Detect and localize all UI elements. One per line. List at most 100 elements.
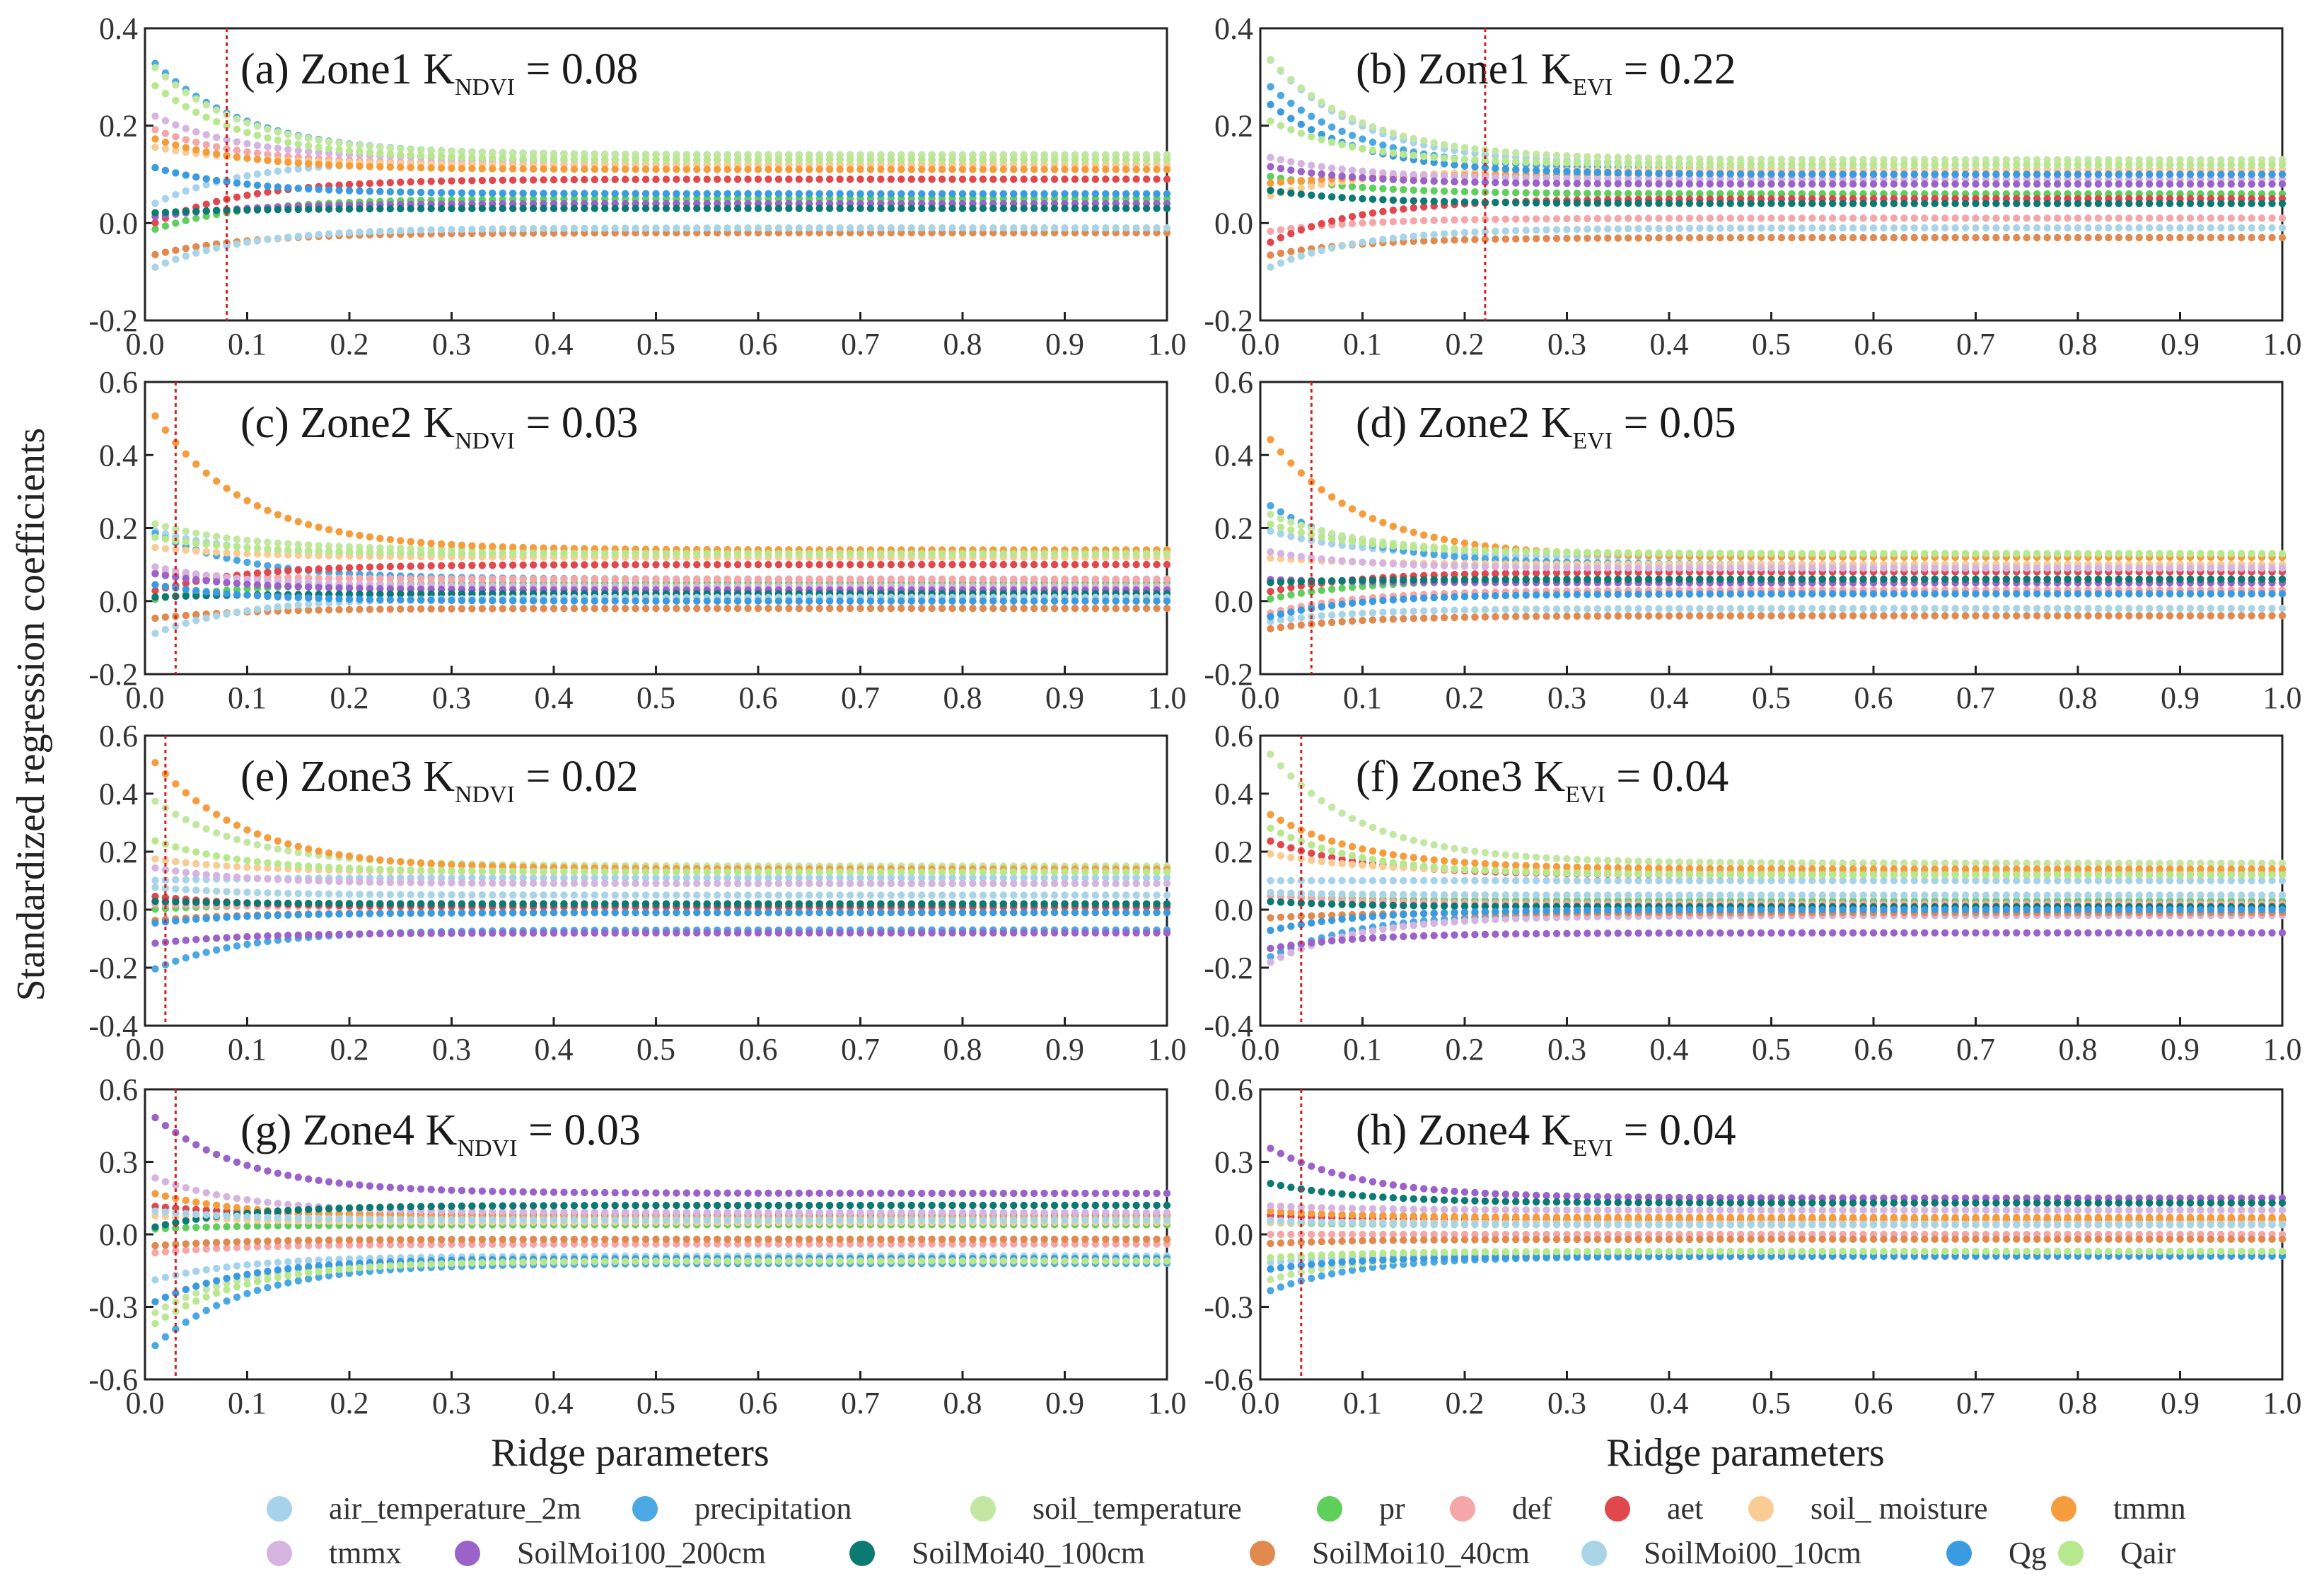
data-point	[2074, 180, 2082, 188]
data-point	[1685, 170, 1694, 178]
data-point	[774, 204, 783, 212]
data-point	[427, 575, 435, 583]
data-point	[540, 575, 547, 583]
data-point	[1492, 227, 1499, 236]
data-point	[1982, 214, 1990, 222]
data-point	[478, 149, 487, 156]
series-def	[1267, 214, 2287, 236]
data-point	[2207, 199, 2215, 207]
data-point	[233, 591, 241, 598]
data-point	[2094, 170, 2103, 178]
data-point	[1839, 161, 1847, 168]
data-point	[437, 605, 446, 613]
data-point	[2105, 233, 2113, 242]
data-point	[1532, 199, 1540, 207]
data-point	[1992, 161, 2000, 168]
data-point	[1287, 255, 1295, 263]
data-point	[2238, 161, 2245, 168]
data-point	[212, 477, 221, 485]
data-point	[386, 596, 394, 604]
data-point	[897, 550, 905, 557]
data-point	[754, 560, 762, 569]
data-point	[1081, 575, 1089, 583]
data-point	[693, 575, 701, 583]
data-point	[825, 156, 834, 163]
data-point	[305, 547, 313, 555]
data-point	[1297, 521, 1306, 530]
data-point	[1512, 235, 1520, 243]
data-point	[744, 560, 752, 569]
data-point	[1644, 224, 1653, 233]
data-point	[407, 188, 414, 196]
data-point	[1849, 161, 1857, 168]
data-point	[356, 180, 364, 188]
data-point	[202, 614, 210, 622]
data-point	[2013, 214, 2021, 222]
data-point	[1040, 190, 1048, 198]
data-point	[1153, 175, 1161, 183]
data-point	[529, 561, 538, 569]
data-point	[223, 549, 231, 557]
data-point	[192, 547, 200, 555]
data-point	[529, 190, 538, 197]
data-point	[979, 575, 987, 583]
data-point	[294, 165, 302, 173]
data-point	[714, 597, 721, 605]
data-point	[662, 166, 670, 173]
data-point	[877, 204, 885, 212]
data-point	[795, 575, 803, 583]
data-point	[550, 150, 558, 158]
data-point	[1675, 154, 1683, 163]
data-point	[345, 548, 354, 556]
data-point	[1277, 508, 1285, 516]
data-point	[785, 575, 793, 583]
data-point	[212, 612, 221, 620]
data-point	[693, 561, 701, 569]
data-point	[652, 561, 660, 569]
data-point	[815, 604, 823, 613]
data-point	[570, 155, 579, 163]
data-point	[1040, 156, 1048, 164]
data-point	[1308, 161, 1315, 169]
data-point	[356, 563, 364, 572]
data-point	[2023, 199, 2030, 207]
x-tick-label: 0.7	[1956, 327, 1995, 361]
data-point	[1552, 226, 1561, 233]
data-point	[1910, 161, 1918, 168]
data-point	[233, 207, 241, 214]
data-point	[1420, 197, 1428, 205]
data-point	[999, 166, 1008, 173]
data-point	[1563, 180, 1571, 187]
data-point	[1460, 162, 1469, 170]
data-point	[1277, 259, 1285, 267]
data-point	[621, 175, 629, 183]
data-point	[202, 246, 210, 255]
data-point	[356, 228, 364, 236]
data-point	[1420, 152, 1428, 161]
data-point	[1706, 180, 1714, 188]
data-point	[1542, 158, 1550, 166]
data-point	[2053, 214, 2062, 222]
data-point	[1584, 234, 1591, 242]
data-point	[877, 550, 885, 557]
data-point	[641, 597, 650, 605]
data-point	[192, 460, 200, 468]
data-point	[2053, 161, 2062, 168]
data-point	[1400, 132, 1407, 140]
data-point	[785, 604, 793, 613]
data-point	[1829, 233, 1837, 242]
data-point	[437, 147, 446, 155]
data-point	[1522, 199, 1530, 207]
data-point	[866, 575, 875, 583]
data-point	[969, 190, 977, 198]
data-point	[397, 178, 405, 186]
data-point	[1982, 170, 1990, 178]
data-point	[2258, 233, 2266, 242]
data-point	[243, 180, 251, 188]
data-point	[591, 561, 598, 569]
data-point	[641, 550, 650, 557]
data-point	[1040, 604, 1048, 613]
data-point	[458, 153, 466, 161]
data-point	[1634, 169, 1642, 177]
data-point	[1890, 170, 1898, 178]
